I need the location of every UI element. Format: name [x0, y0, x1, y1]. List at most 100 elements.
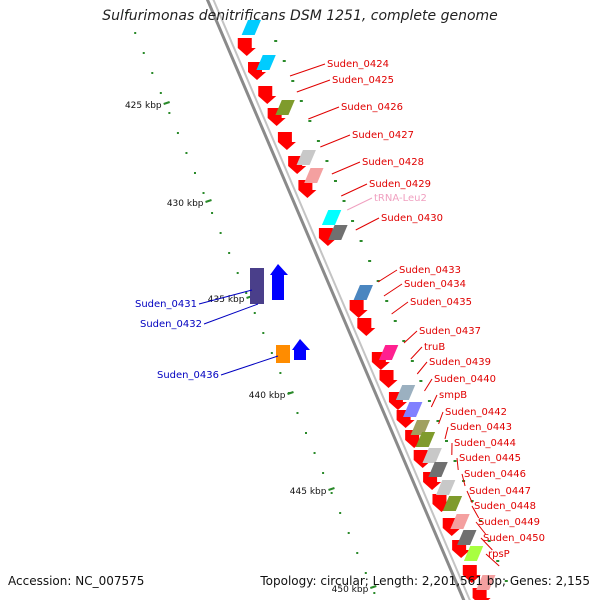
gene-label-forward[interactable]: smpB [439, 390, 467, 401]
gene-label-forward[interactable]: Suden_0425 [332, 75, 394, 86]
forward-gene-arrow[interactable] [258, 86, 276, 104]
function-band[interactable] [304, 168, 323, 183]
label-leader-line [411, 347, 422, 359]
gene-label-forward[interactable]: Suden_0444 [454, 438, 516, 449]
scale-tick [308, 120, 311, 122]
gene-label-forward[interactable]: Suden_0450 [483, 533, 545, 544]
gene-label-forward[interactable]: Suden_0434 [404, 279, 466, 290]
gene-label-forward[interactable]: Suden_0435 [410, 297, 472, 308]
label-leader-line [417, 362, 427, 374]
scale-tick [271, 352, 273, 354]
gene-label-forward[interactable]: Suden_0439 [429, 357, 491, 368]
label-leader-line [320, 135, 350, 147]
gene-label-forward[interactable]: Suden_0433 [399, 265, 461, 276]
gene-label-forward[interactable]: tRNA-Leu2 [374, 193, 427, 204]
gene-label-forward[interactable]: Suden_0427 [352, 130, 414, 141]
gene-label-forward[interactable]: rpsP [488, 549, 510, 560]
scale-tick [322, 472, 324, 474]
forward-gene-arrow[interactable] [238, 38, 256, 56]
scale-tick [339, 512, 341, 514]
label-leader-line [378, 270, 397, 282]
scale-tick [385, 300, 388, 302]
gene-label-forward[interactable]: Suden_0428 [362, 157, 424, 168]
scale-tick [262, 332, 264, 334]
scale-tick [296, 412, 298, 414]
scale-tick [177, 132, 179, 134]
label-leader-line [384, 284, 402, 296]
gene-label-forward[interactable]: truB [424, 342, 445, 353]
gene-label-forward[interactable]: Suden_0429 [369, 179, 431, 190]
scale-tick [351, 220, 354, 222]
scale-tick [160, 92, 162, 94]
label-leader-line [341, 184, 367, 196]
scale-tick [411, 360, 414, 362]
gene-label-forward[interactable]: Suden_0430 [381, 213, 443, 224]
scale-tick [291, 80, 294, 82]
scale-tick [211, 212, 213, 214]
gene-label-forward[interactable]: Suden_0442 [445, 407, 507, 418]
gene-label-forward[interactable]: Suden_0426 [341, 102, 403, 113]
gene-label-forward[interactable]: Suden_0440 [434, 374, 496, 385]
reverse-gene-arrow[interactable] [270, 264, 288, 300]
forward-gene-arrow[interactable] [380, 370, 398, 388]
function-band[interactable] [464, 546, 483, 561]
label-leader-line [347, 198, 372, 210]
label-leader-line [297, 80, 330, 92]
function-band[interactable] [322, 210, 341, 225]
gene-label-forward[interactable]: Suden_0424 [327, 59, 389, 70]
gene-label-forward[interactable]: Suden_0437 [419, 326, 481, 337]
scale-major-tick [206, 200, 212, 202]
scale-tick [300, 100, 303, 102]
label-leader-line [308, 107, 339, 119]
scale-label: 430 kbp [167, 199, 204, 209]
scale-tick [454, 460, 457, 462]
scale-tick [283, 60, 286, 62]
scale-tick [203, 192, 205, 194]
label-leader-line [204, 304, 258, 324]
gene-label-forward[interactable]: Suden_0449 [478, 517, 540, 528]
scale-tick [334, 180, 337, 182]
gene-label-forward[interactable]: Suden_0448 [474, 501, 536, 512]
label-leader-line [445, 427, 448, 439]
label-leader-line [404, 331, 417, 343]
gene-label-forward[interactable]: Suden_0447 [469, 486, 531, 497]
function-band[interactable] [403, 402, 422, 417]
scale-tick [356, 552, 358, 554]
scale-tick [325, 160, 328, 162]
scale-tick [373, 592, 375, 594]
gene-label-reverse[interactable]: Suden_0431 [135, 299, 197, 310]
gene-label-forward[interactable]: Suden_0446 [464, 469, 526, 480]
label-leader-line [439, 412, 443, 424]
gene-label-reverse[interactable]: Suden_0432 [140, 319, 202, 330]
scale-label: 425 kbp [125, 101, 162, 111]
function-band[interactable] [354, 285, 373, 300]
scale-major-tick [164, 102, 170, 104]
scale-tick [305, 432, 307, 434]
forward-gene-arrow[interactable] [350, 300, 368, 318]
reverse-gene-arrow[interactable] [292, 339, 310, 360]
function-band[interactable] [457, 530, 476, 545]
gene-label-reverse[interactable]: Suden_0436 [157, 370, 219, 381]
scale-label: 440 kbp [249, 391, 286, 401]
scale-tick [228, 252, 230, 254]
scale-tick [394, 320, 397, 322]
label-leader-line [392, 302, 408, 314]
page-title: Sulfurimonas denitrificans DSM 1251, com… [0, 8, 600, 24]
scale-tick [496, 560, 499, 562]
forward-gene-arrow[interactable] [357, 318, 375, 336]
label-leader-line [356, 218, 379, 230]
label-leader-line [221, 356, 278, 375]
scale-tick [445, 440, 448, 442]
gene-label-forward[interactable]: Suden_0443 [450, 422, 512, 433]
scale-tick [360, 240, 363, 242]
scale-tick [331, 492, 333, 494]
forward-gene-arrow[interactable] [278, 132, 296, 150]
function-band[interactable] [428, 462, 447, 477]
topology-text: Topology: circular; Length: 2,201,561 bp… [260, 574, 590, 588]
reverse-gene-block[interactable] [250, 268, 264, 304]
label-leader-line [431, 395, 437, 407]
function-band[interactable] [275, 100, 294, 115]
gene-label-forward[interactable]: Suden_0445 [459, 453, 521, 464]
reverse-gene-block[interactable] [276, 345, 290, 363]
